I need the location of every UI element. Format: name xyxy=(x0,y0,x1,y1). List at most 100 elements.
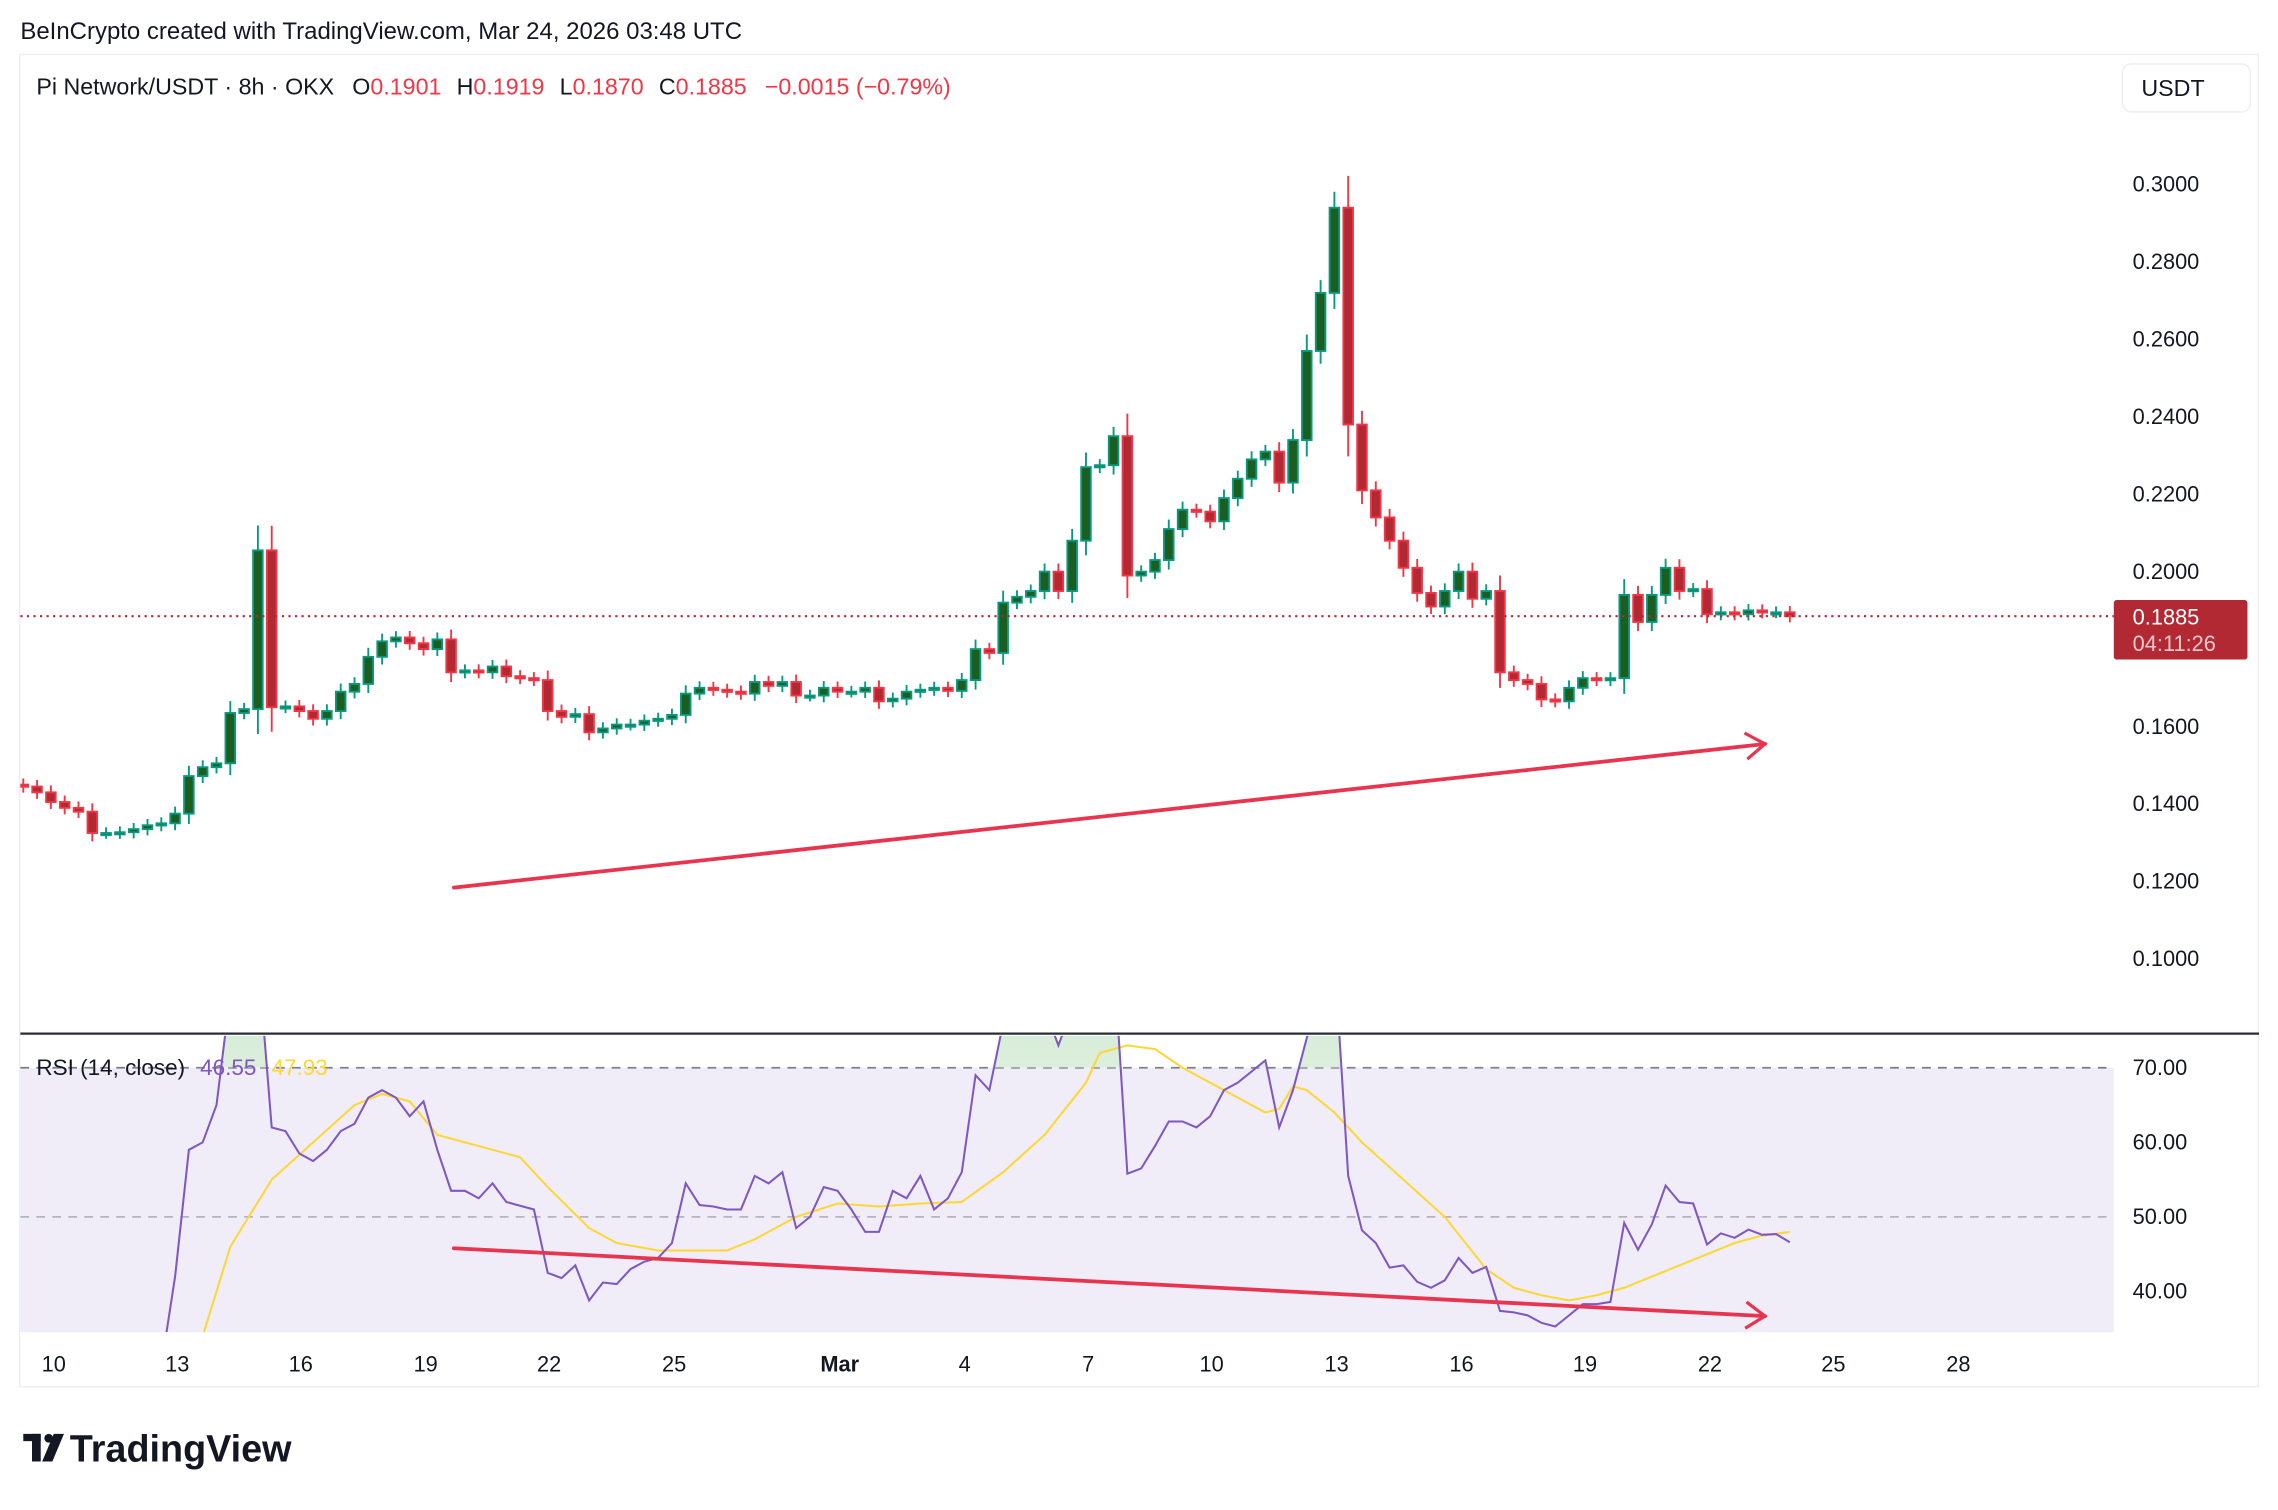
candle-body xyxy=(514,675,526,680)
candle-body xyxy=(1356,423,1368,492)
candle-body xyxy=(321,710,333,720)
time-tick-label: Mar xyxy=(820,1351,859,1376)
low-label: L xyxy=(560,73,573,99)
candle xyxy=(58,795,71,815)
close-value: 0.1885 xyxy=(676,73,747,99)
candle-body xyxy=(86,810,99,834)
rsi-pane xyxy=(20,1035,2114,1333)
candle-body xyxy=(376,640,388,658)
candle xyxy=(1218,489,1230,530)
candle xyxy=(459,664,471,679)
candle xyxy=(1452,563,1465,600)
candle-body xyxy=(1577,677,1589,689)
candle xyxy=(887,692,899,708)
candle xyxy=(997,590,1009,665)
candle-body xyxy=(1149,559,1161,573)
candle xyxy=(1508,665,1520,687)
candle-body xyxy=(114,831,126,836)
time-tick-label: 10 xyxy=(1200,1351,1224,1376)
candle xyxy=(100,827,112,839)
candle-body xyxy=(790,681,802,697)
candle xyxy=(500,659,513,684)
last-price-tag: 0.1885 04:11:26 xyxy=(2113,599,2248,660)
candle-body xyxy=(1480,590,1492,600)
candle xyxy=(431,632,444,657)
candle-body xyxy=(1370,489,1382,519)
candle xyxy=(1273,442,1285,493)
change-value: −0.0015 (−0.79%) xyxy=(765,73,951,99)
time-tick-label: 16 xyxy=(1449,1351,1473,1376)
candle-body xyxy=(624,723,637,728)
rsi-axis[interactable]: 70.00 60.00 50.00 40.00 xyxy=(2133,1055,2188,1304)
candle xyxy=(1715,606,1727,621)
candle xyxy=(224,701,237,776)
time-tick-label: 25 xyxy=(1821,1351,1845,1376)
candle-body xyxy=(707,686,720,691)
candle xyxy=(390,631,402,648)
time-tick-label: 4 xyxy=(959,1351,971,1376)
candle-body xyxy=(693,686,706,695)
candle xyxy=(45,785,57,809)
rsi-legend-label: RSI (14, close) xyxy=(36,1055,185,1080)
candle xyxy=(334,683,347,720)
candle-body xyxy=(528,677,540,682)
candle xyxy=(1439,583,1451,615)
candle xyxy=(597,722,609,739)
candle-body xyxy=(1163,528,1175,561)
candle xyxy=(583,706,595,741)
rsi-tick-label: 70.00 xyxy=(2133,1055,2188,1080)
candle xyxy=(1577,671,1589,695)
candle xyxy=(1080,452,1092,556)
candle xyxy=(20,778,30,793)
price-tick-label: 0.2200 xyxy=(2133,481,2200,506)
time-tick-label: 19 xyxy=(414,1351,438,1376)
candle-body xyxy=(1687,588,1699,593)
candle-body xyxy=(1094,464,1106,469)
candle-body xyxy=(1494,590,1506,674)
currency-button[interactable]: USDT xyxy=(2121,63,2252,113)
candle xyxy=(1135,565,1147,582)
candle xyxy=(1673,559,1686,600)
candle xyxy=(1328,191,1341,309)
candle-body xyxy=(1287,439,1299,484)
candle xyxy=(1314,280,1327,364)
candle xyxy=(1549,693,1561,708)
candle xyxy=(873,680,885,709)
tradingview-logo[interactable]: TradingView xyxy=(23,1428,292,1470)
candle-body xyxy=(31,785,43,794)
candle xyxy=(1342,175,1354,457)
candle xyxy=(1563,680,1575,709)
candle-body xyxy=(597,727,609,734)
time-axis[interactable]: 10 13 16 19 22 25 Mar 4 7 10 13 16 19 22 25 28 xyxy=(42,1351,1971,1376)
candle-body xyxy=(831,686,844,693)
candle xyxy=(1756,604,1768,619)
candle xyxy=(1052,563,1065,600)
candle xyxy=(293,700,306,718)
rsi-trend-line xyxy=(451,1246,1767,1318)
candle-body xyxy=(610,723,623,730)
candle-body xyxy=(1121,435,1134,577)
bar-countdown: 04:11:26 xyxy=(2133,631,2216,656)
candle xyxy=(1094,459,1106,474)
candle-body xyxy=(45,791,57,803)
candle-body xyxy=(1011,595,1023,604)
candle xyxy=(914,683,927,698)
currency-button-label[interactable]: USDT xyxy=(2141,75,2204,101)
price-axis[interactable]: 0.3000 0.2800 0.2600 0.2400 0.2200 0.2000 0.16… xyxy=(2133,172,2200,971)
candle-body xyxy=(652,717,664,722)
candle xyxy=(1425,585,1437,614)
candle-body xyxy=(141,824,154,831)
candle-body xyxy=(155,822,168,827)
candle xyxy=(1480,584,1492,606)
candle xyxy=(445,629,457,683)
candle xyxy=(252,525,264,734)
open-label: O xyxy=(352,73,370,99)
candle xyxy=(749,674,761,701)
candle xyxy=(541,670,554,721)
candle xyxy=(1356,410,1368,505)
candle-body xyxy=(555,710,568,718)
candle xyxy=(31,780,43,799)
candle-body xyxy=(403,636,416,645)
price-trendline-arrow xyxy=(451,731,1768,890)
candle-body xyxy=(1508,671,1520,682)
